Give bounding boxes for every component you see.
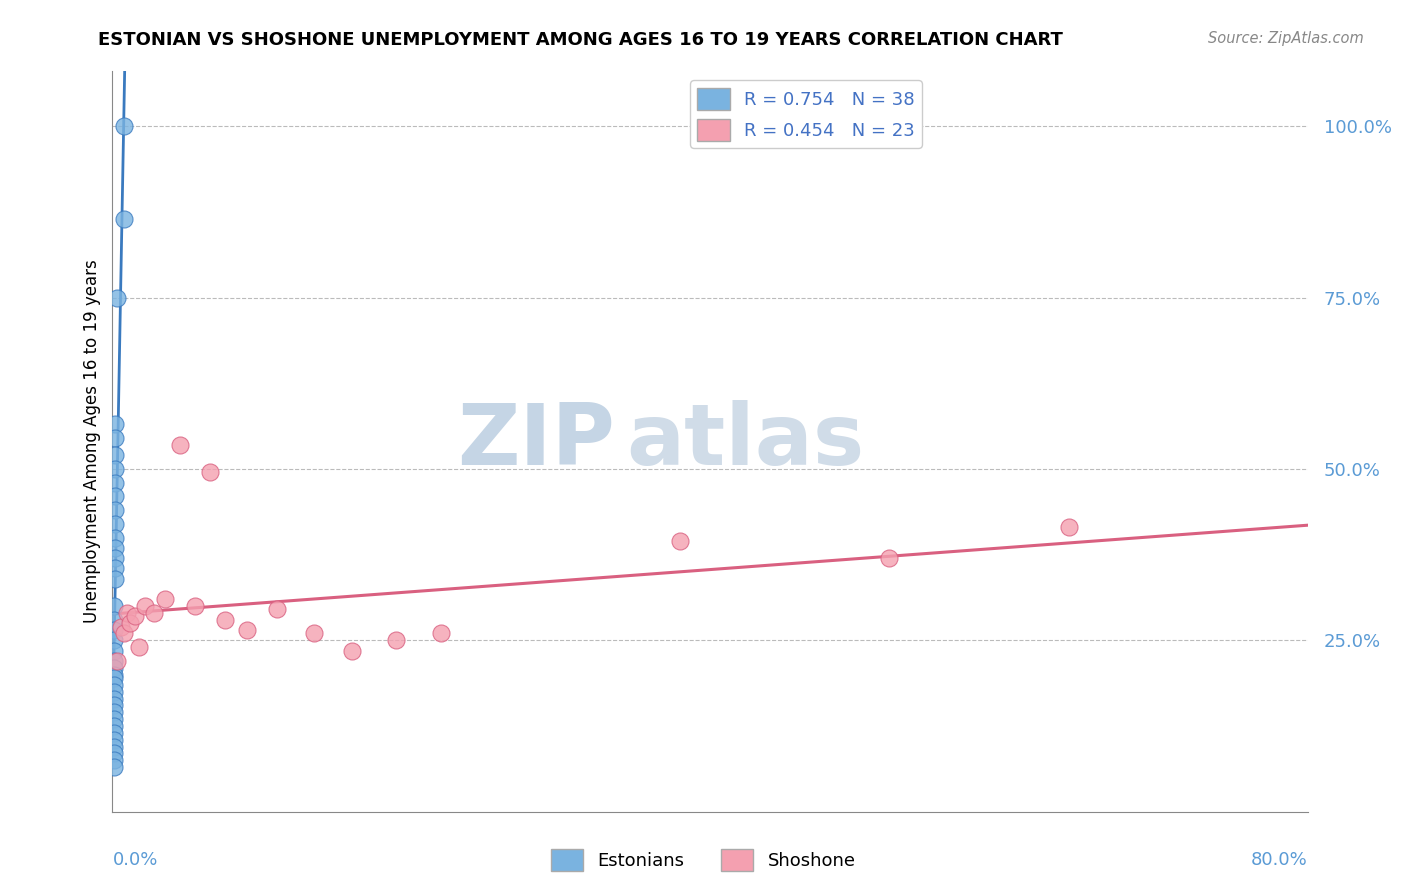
Point — [103, 760, 125, 774]
Point — [104, 561, 127, 575]
Point — [103, 732, 125, 747]
Point — [114, 119, 135, 133]
Text: Source: ZipAtlas.com: Source: ZipAtlas.com — [1208, 31, 1364, 46]
Point — [103, 747, 125, 761]
Point — [385, 633, 408, 648]
Point — [104, 541, 127, 555]
Point — [103, 685, 125, 699]
Point — [104, 462, 127, 476]
Point — [430, 626, 453, 640]
Point — [169, 438, 191, 452]
Point — [134, 599, 156, 613]
Text: atlas: atlas — [627, 400, 865, 483]
Point — [105, 654, 128, 668]
Point — [103, 712, 125, 726]
Point — [183, 599, 205, 613]
Point — [104, 475, 127, 490]
Text: 0.0%: 0.0% — [112, 851, 157, 869]
Point — [103, 671, 125, 685]
Point — [143, 606, 166, 620]
Point — [103, 623, 125, 637]
Point — [120, 616, 142, 631]
Point — [103, 753, 125, 767]
Point — [104, 448, 127, 462]
Point — [669, 533, 692, 548]
Point — [104, 489, 127, 503]
Point — [103, 633, 125, 648]
Point — [103, 698, 125, 713]
Point — [103, 654, 125, 668]
Point — [114, 211, 135, 226]
Point — [117, 606, 139, 620]
Point — [153, 592, 176, 607]
Point — [103, 726, 125, 740]
Point — [104, 531, 127, 545]
Point — [104, 572, 127, 586]
Text: ZIP: ZIP — [457, 400, 614, 483]
Point — [124, 609, 146, 624]
Point — [114, 626, 135, 640]
Legend: Estonians, Shoshone: Estonians, Shoshone — [543, 842, 863, 879]
Point — [103, 739, 125, 754]
Point — [104, 417, 127, 432]
Point — [214, 613, 236, 627]
Point — [103, 719, 125, 733]
Point — [236, 623, 259, 637]
Point — [104, 503, 127, 517]
Point — [105, 291, 128, 305]
Point — [103, 661, 125, 675]
Point — [103, 667, 125, 681]
Point — [128, 640, 150, 655]
Point — [266, 602, 288, 616]
Point — [110, 619, 132, 633]
Text: 80.0%: 80.0% — [1251, 851, 1308, 869]
Point — [340, 643, 363, 657]
Point — [879, 551, 901, 566]
Point — [1057, 520, 1080, 534]
Point — [104, 431, 127, 445]
Point — [104, 516, 127, 531]
Text: ESTONIAN VS SHOSHONE UNEMPLOYMENT AMONG AGES 16 TO 19 YEARS CORRELATION CHART: ESTONIAN VS SHOSHONE UNEMPLOYMENT AMONG … — [98, 31, 1063, 49]
Point — [103, 613, 125, 627]
Point — [302, 626, 325, 640]
Point — [104, 551, 127, 566]
Point — [103, 678, 125, 692]
Legend: R = 0.754   N = 38, R = 0.454   N = 23: R = 0.754 N = 38, R = 0.454 N = 23 — [690, 80, 922, 148]
Point — [198, 466, 221, 480]
Point — [103, 643, 125, 657]
Point — [103, 599, 125, 613]
Point — [103, 691, 125, 706]
Y-axis label: Unemployment Among Ages 16 to 19 years: Unemployment Among Ages 16 to 19 years — [83, 260, 101, 624]
Point — [103, 706, 125, 720]
